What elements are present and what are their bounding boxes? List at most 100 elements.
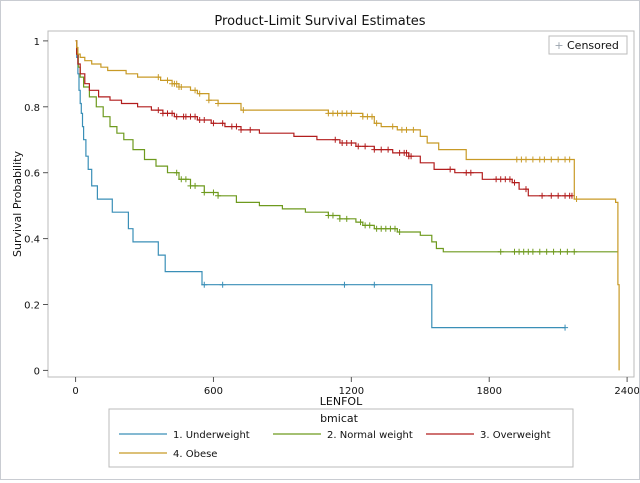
censor-mark xyxy=(541,156,548,163)
censor-mark xyxy=(571,248,578,255)
x-tick-label: 600 xyxy=(204,386,223,397)
y-tick-label: 0.4 xyxy=(24,235,40,246)
censor-mark xyxy=(536,248,543,255)
censor-mark xyxy=(343,215,350,222)
censor-mark xyxy=(389,123,396,130)
censor-mark xyxy=(573,196,580,203)
y-axis-label: Survival Probability xyxy=(11,151,24,257)
censor-mark xyxy=(511,179,518,186)
censor-mark xyxy=(566,156,573,163)
censor-mark xyxy=(240,107,247,114)
censor-mark xyxy=(385,146,392,153)
censor-mark xyxy=(215,100,222,107)
censor-mark xyxy=(348,140,355,147)
censor-mark xyxy=(205,97,212,104)
censor-mark xyxy=(178,84,185,91)
legend-label-1: 1. Underweight xyxy=(173,430,250,441)
censor-mark xyxy=(467,169,474,176)
censor-mark xyxy=(173,113,180,120)
censor-mark xyxy=(522,156,529,163)
y-tick-label: 0 xyxy=(34,366,40,377)
censor-mark xyxy=(403,126,410,133)
plot-area xyxy=(47,30,635,378)
censor-mark xyxy=(497,248,504,255)
chart-title: Product-Limit Survival Estimates xyxy=(214,14,425,29)
y-tick-label: 0.6 xyxy=(24,169,40,180)
censor-mark xyxy=(529,156,536,163)
censor-mark xyxy=(562,324,569,331)
censor-mark xyxy=(192,182,199,189)
censor-mark xyxy=(169,110,176,117)
censor-mark xyxy=(564,248,571,255)
censor-mark xyxy=(332,136,339,143)
censor-mark xyxy=(219,281,226,288)
censor-mark xyxy=(371,146,378,153)
censor-mark xyxy=(201,116,208,123)
censor-mark xyxy=(366,222,373,229)
censor-mark xyxy=(233,123,240,130)
x-tick-label: 2400 xyxy=(614,386,639,397)
censored-legend: + Censored xyxy=(548,35,628,55)
censor-mark xyxy=(522,186,529,193)
censor-mark xyxy=(336,215,343,222)
y-tick-label: 1 xyxy=(34,37,40,48)
legend-label-2: 2. Normal weight xyxy=(327,430,413,441)
series-line-3 xyxy=(75,40,572,197)
censor-mark xyxy=(341,281,348,288)
censor-mark xyxy=(355,143,362,150)
censor-mark xyxy=(173,169,180,176)
censor-mark xyxy=(155,74,162,81)
censor-mark xyxy=(371,281,378,288)
censor-mark xyxy=(550,248,557,255)
censored-legend-marker: + xyxy=(554,39,563,52)
censor-mark xyxy=(192,87,199,94)
legend-box xyxy=(108,408,574,468)
censor-mark xyxy=(408,153,415,160)
censor-mark xyxy=(329,212,336,219)
series-line-4 xyxy=(75,40,620,371)
censor-mark xyxy=(555,156,562,163)
series-line-1 xyxy=(75,40,566,329)
censor-mark xyxy=(182,176,189,183)
x-axis-label: LENFOL xyxy=(320,395,363,408)
censor-mark xyxy=(238,126,245,133)
censor-mark xyxy=(173,80,180,87)
series-layer xyxy=(75,40,620,371)
legend-title: bmicat xyxy=(320,412,359,425)
legend: bmicat 1. Underweight 2. Normal weight 3. … xyxy=(108,408,574,468)
legend-label-4: 4. Obese xyxy=(173,449,217,460)
censor-mark xyxy=(548,156,555,163)
censor-mark xyxy=(201,189,208,196)
censor-mark xyxy=(215,192,222,199)
censor-mark xyxy=(396,229,403,236)
censor-mark xyxy=(357,219,364,226)
censor-mark xyxy=(548,192,555,199)
censor-mark xyxy=(192,113,199,120)
censored-legend-label: Censored xyxy=(567,39,619,52)
x-tick-label: 1800 xyxy=(476,386,501,397)
censored-legend-box xyxy=(548,35,628,55)
legend-entries: 1. Underweight 2. Normal weight 3. Overwei… xyxy=(119,430,551,460)
censor-mark xyxy=(369,113,376,120)
censor-mark xyxy=(247,126,254,133)
legend-label-3: 3. Overweight xyxy=(480,430,551,441)
censor-mark xyxy=(362,143,369,150)
censor-mark xyxy=(529,248,536,255)
censor-mark xyxy=(555,192,562,199)
censor-mark xyxy=(210,189,217,196)
censor-mark xyxy=(155,107,162,114)
censor-mark xyxy=(557,248,564,255)
censor-mark xyxy=(348,110,355,117)
x-tick-label: 0 xyxy=(72,386,78,397)
censor-mark xyxy=(506,176,513,183)
y-tick-label: 0.8 xyxy=(24,103,40,114)
censor-mark xyxy=(164,77,171,84)
censor-mark xyxy=(543,248,550,255)
censor-mark xyxy=(378,146,385,153)
censor-mark xyxy=(196,90,203,97)
y-tick-label: 0.2 xyxy=(24,301,40,312)
censor-mark xyxy=(403,149,410,156)
censor-mark xyxy=(392,225,399,232)
